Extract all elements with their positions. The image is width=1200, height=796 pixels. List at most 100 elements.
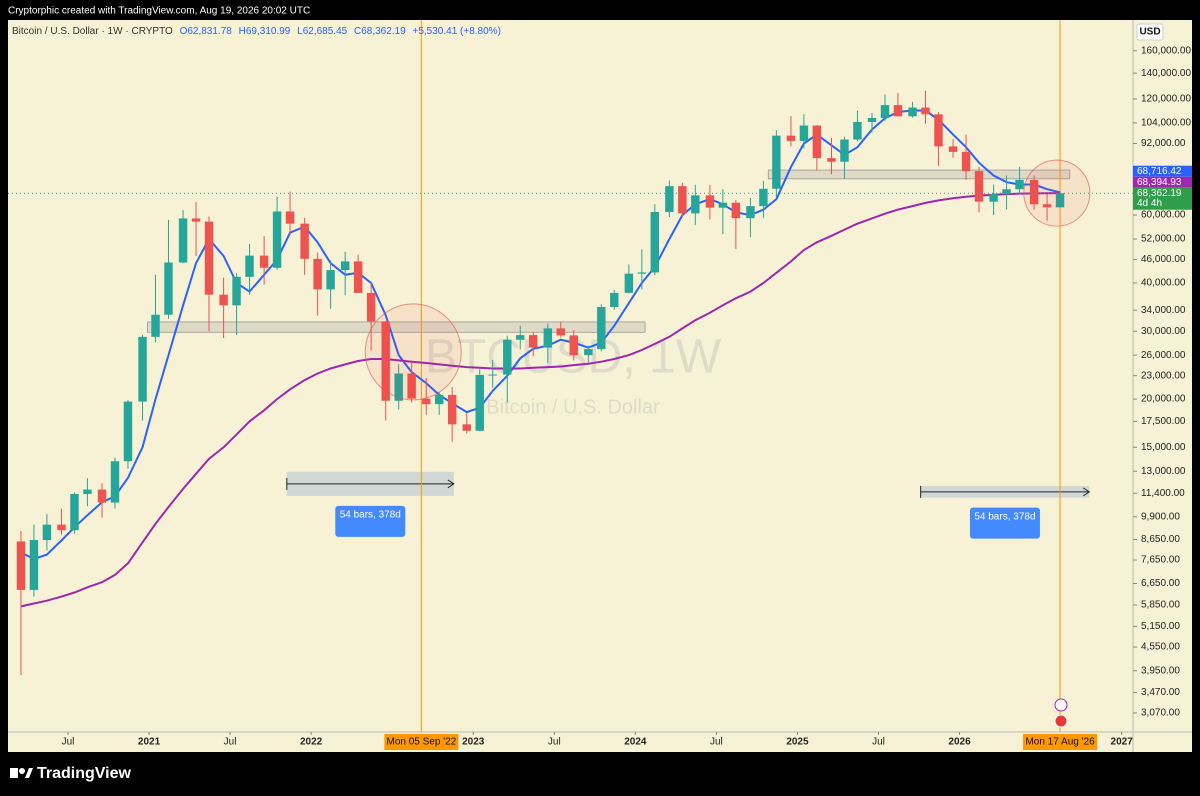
candle-body xyxy=(151,314,160,337)
range-arrowhead xyxy=(1082,487,1091,497)
watermark-description: Bitcoin / U.S. Dollar xyxy=(486,396,660,418)
logo-mark xyxy=(25,768,33,778)
y-tick-label: 13,000.00 xyxy=(1141,466,1186,477)
x-tick-label: 2026 xyxy=(948,737,971,748)
candle-body xyxy=(921,107,930,115)
candle-body xyxy=(272,211,282,268)
x-tick-label: Jul xyxy=(548,737,561,748)
candle-body xyxy=(447,394,457,425)
candle-body xyxy=(110,461,120,503)
candle-body xyxy=(880,105,890,119)
y-tick-label: 40,000.00 xyxy=(1141,278,1186,289)
date-tag-label: Mon 05 Sep '22 xyxy=(386,737,456,748)
candle-body xyxy=(637,272,647,274)
y-tick-label: 15,000.00 xyxy=(1141,442,1186,453)
x-tick-label: 2023 xyxy=(462,737,485,748)
candle-body xyxy=(1042,204,1052,208)
y-tick-label: 104,000.00 xyxy=(1141,118,1191,129)
candle-body xyxy=(313,258,322,290)
brand: TradingView xyxy=(37,765,132,782)
candle-body xyxy=(245,255,254,277)
candle-body xyxy=(326,270,335,290)
ohlc-value: 62,831.78 xyxy=(187,26,232,37)
candle-body xyxy=(731,202,741,219)
candle-body xyxy=(164,262,173,315)
x-tick-label: 2022 xyxy=(300,737,323,748)
flag-icon[interactable] xyxy=(1054,714,1068,728)
zone xyxy=(147,321,646,333)
y-tick-label: 46,000.00 xyxy=(1141,254,1186,265)
y-tick-label: 20,000.00 xyxy=(1141,394,1186,405)
x-tick-label: Jul xyxy=(224,737,237,748)
candle-body xyxy=(624,273,634,293)
ohlc-value: 69,310.99 xyxy=(246,26,291,37)
candle-body xyxy=(584,349,593,356)
y-tick-label: 34,000.00 xyxy=(1141,305,1186,316)
countdown: 4d 4h xyxy=(1137,198,1162,209)
candle-body xyxy=(529,335,538,348)
candle-body xyxy=(178,218,188,263)
y-tick-label: 4,550.00 xyxy=(1141,642,1180,653)
candle-body xyxy=(543,328,553,348)
candle-body xyxy=(691,195,700,214)
event-icon[interactable] xyxy=(1054,698,1068,712)
y-tick-label: 23,000.00 xyxy=(1141,370,1186,381)
candle-body xyxy=(123,401,133,462)
price-tag xyxy=(1133,176,1192,188)
candle-body xyxy=(772,135,781,189)
candle-body xyxy=(718,202,728,208)
candle-body xyxy=(759,188,768,207)
x-tick-label: Jul xyxy=(62,737,75,748)
logo-mark xyxy=(19,768,25,774)
candle-body xyxy=(989,194,998,202)
currency[interactable]: USD xyxy=(1139,27,1160,38)
candle-body xyxy=(475,374,484,431)
candle-body xyxy=(1015,179,1024,190)
candle-body xyxy=(827,158,836,162)
candle-body xyxy=(786,135,796,141)
candle-body xyxy=(893,105,903,117)
symbol: Bitcoin / U.S. Dollar · 1W · CRYPTO xyxy=(12,26,173,37)
currency-box[interactable] xyxy=(1136,23,1164,41)
candle-body xyxy=(422,398,431,405)
y-tick-label: 26,000.00 xyxy=(1141,350,1186,361)
candle-body xyxy=(57,524,66,531)
range-label-box xyxy=(335,505,406,537)
candle-body xyxy=(353,261,363,293)
candle-body xyxy=(678,186,687,214)
change: +5,530.41 (+8.80%) xyxy=(413,26,501,37)
candle-body xyxy=(97,489,107,503)
date-tag xyxy=(1023,734,1098,750)
ohlc-key: L xyxy=(297,26,303,37)
y-tick-label: 5,150.00 xyxy=(1141,621,1180,632)
candle-body xyxy=(812,125,822,159)
candle-body xyxy=(556,328,565,336)
candle-body xyxy=(503,339,512,375)
legend-row: Bitcoin / U.S. Dollar · 1W · CRYPTO O62,… xyxy=(12,26,501,37)
y-tick-label: 120,000.00 xyxy=(1141,94,1191,105)
y-tick-label: 52,000.00 xyxy=(1141,234,1186,245)
candle-body xyxy=(42,524,52,541)
candle-body xyxy=(381,321,390,401)
candle-body xyxy=(232,276,241,306)
highlight-circle xyxy=(364,303,462,401)
chart-background xyxy=(8,20,1192,752)
y-tick-label: 9,900.00 xyxy=(1141,511,1180,522)
candle-body xyxy=(516,335,525,340)
candle-body xyxy=(610,292,619,308)
price-tag xyxy=(1133,187,1192,210)
candle-body xyxy=(285,211,295,224)
candle-body xyxy=(908,107,917,117)
logo-mark xyxy=(10,768,18,778)
ohlc-value: 68,362.19 xyxy=(361,26,406,37)
y-tick-label: 8,650.00 xyxy=(1141,534,1180,545)
candle-body xyxy=(204,221,214,295)
candle-body xyxy=(83,489,92,494)
y-tick-label: 6,650.00 xyxy=(1141,578,1180,589)
date-tag xyxy=(384,734,459,750)
candle-body xyxy=(394,373,403,401)
range-arrowhead xyxy=(447,479,455,489)
x-tick-label: 2024 xyxy=(624,737,647,748)
range-label-box xyxy=(969,507,1040,539)
candle-body xyxy=(650,212,660,273)
